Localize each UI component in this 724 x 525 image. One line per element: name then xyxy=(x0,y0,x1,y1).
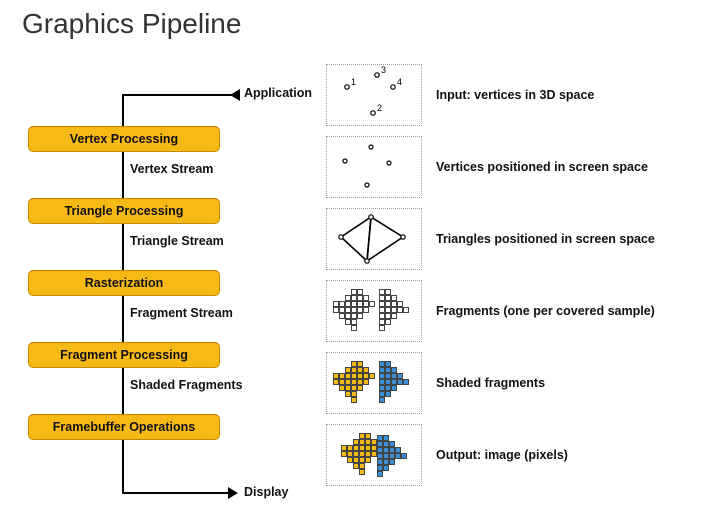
io-application: Application xyxy=(244,86,312,100)
stream-fragment: Fragment Stream xyxy=(130,306,233,320)
arrow-application xyxy=(230,89,240,101)
stage-framebuffer-operations: Framebuffer Operations xyxy=(28,414,220,440)
arrow-display xyxy=(228,487,238,499)
desc-output-pixels: Output: image (pixels) xyxy=(436,448,568,462)
stream-triangle: Triangle Stream xyxy=(130,234,224,248)
pipe-bottom xyxy=(124,492,228,494)
desc-triangles: Triangles positioned in screen space xyxy=(436,232,655,246)
stream-vertex: Vertex Stream xyxy=(130,162,213,176)
svg-text:2: 2 xyxy=(377,103,382,113)
stage-vertex-processing: Vertex Processing xyxy=(28,126,220,152)
svg-text:3: 3 xyxy=(381,65,386,75)
io-display: Display xyxy=(244,485,288,499)
desc-fragments: Fragments (one per covered sample) xyxy=(436,304,655,318)
desc-screen-vertices: Vertices positioned in screen space xyxy=(436,160,648,174)
thumb-screen-vertices xyxy=(326,136,422,198)
stage-fragment-processing: Fragment Processing xyxy=(28,342,220,368)
thumb-output-pixels xyxy=(326,424,422,486)
stream-shaded: Shaded Fragments xyxy=(130,378,243,392)
svg-text:4: 4 xyxy=(397,77,402,87)
pipe-top xyxy=(124,94,238,96)
thumb-input-vertices: 1 2 3 4 xyxy=(326,64,422,126)
desc-shaded-fragments: Shaded fragments xyxy=(436,376,545,390)
svg-text:1: 1 xyxy=(351,77,356,87)
thumb-shaded-fragments xyxy=(326,352,422,414)
desc-input-vertices: Input: vertices in 3D space xyxy=(436,88,594,102)
page-title: Graphics Pipeline xyxy=(22,8,241,40)
thumb-fragments xyxy=(326,280,422,342)
stage-triangle-processing: Triangle Processing xyxy=(28,198,220,224)
thumb-triangles xyxy=(326,208,422,270)
stage-rasterization: Rasterization xyxy=(28,270,220,296)
